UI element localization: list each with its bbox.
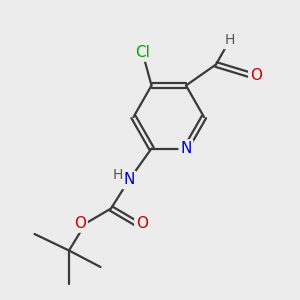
Text: N: N — [180, 141, 192, 156]
Text: O: O — [250, 68, 262, 82]
Text: H: H — [112, 168, 123, 182]
Text: O: O — [74, 216, 86, 231]
Text: N: N — [123, 172, 135, 188]
Text: O: O — [136, 216, 148, 231]
Text: Cl: Cl — [135, 45, 150, 60]
Text: H: H — [224, 34, 235, 47]
